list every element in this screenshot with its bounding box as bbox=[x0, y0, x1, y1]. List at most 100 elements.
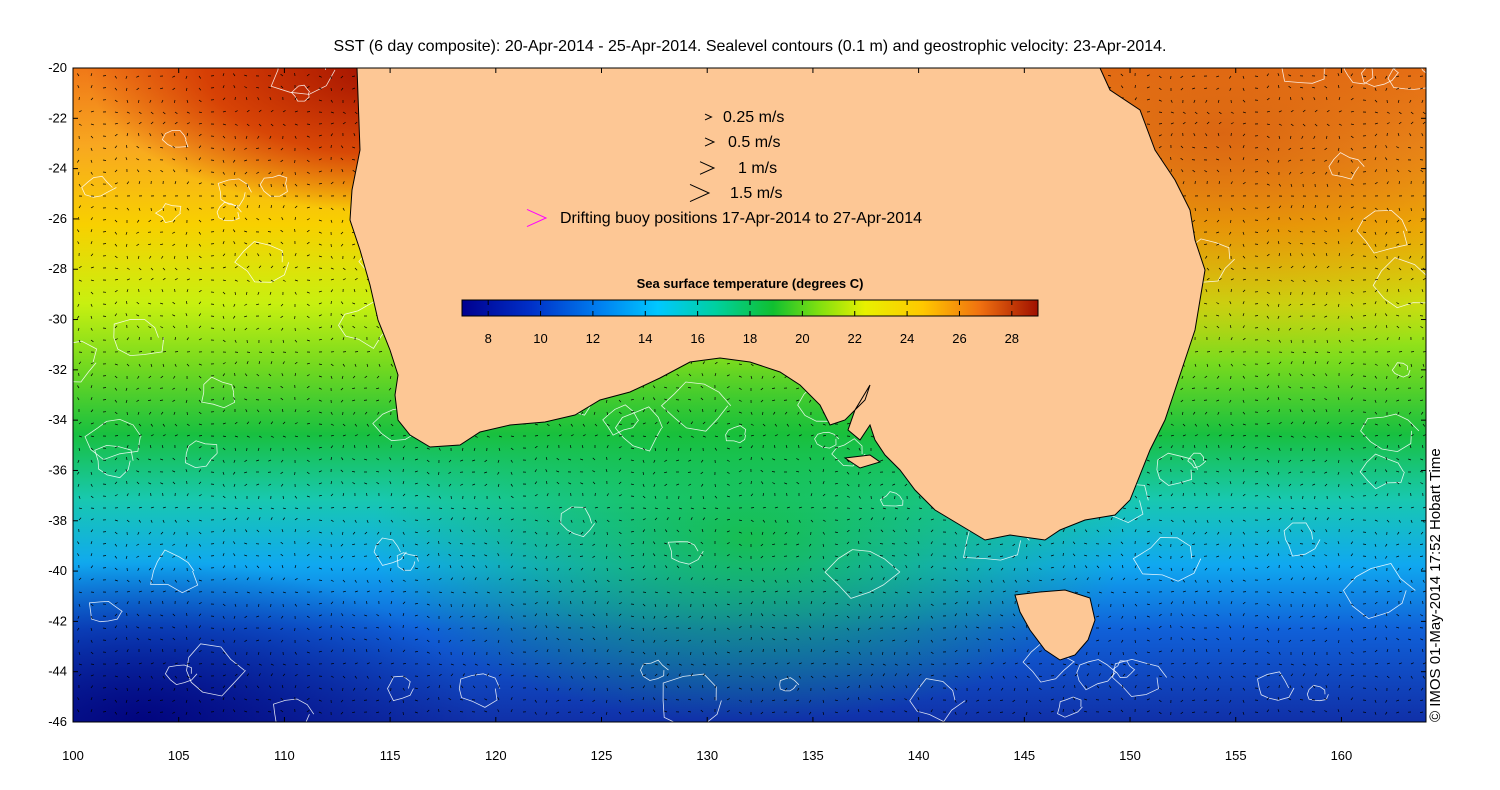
velocity-arrow bbox=[246, 577, 249, 581]
velocity-arrow bbox=[1408, 243, 1412, 245]
velocity-arrow bbox=[354, 121, 358, 125]
velocity-arrow bbox=[774, 579, 777, 583]
contour-line bbox=[1076, 659, 1117, 691]
velocity-arrow bbox=[1084, 529, 1088, 533]
velocity-arrow bbox=[484, 471, 488, 474]
velocity-arrow bbox=[162, 423, 165, 427]
velocity-arrow bbox=[138, 207, 141, 211]
velocity-arrow bbox=[1324, 327, 1328, 331]
velocity-arrow bbox=[256, 147, 260, 149]
velocity-arrow bbox=[1062, 565, 1065, 569]
velocity-arrow bbox=[582, 590, 586, 593]
velocity-arrow bbox=[690, 517, 693, 521]
velocity-arrow bbox=[1398, 181, 1401, 185]
velocity-arrow bbox=[90, 483, 93, 487]
velocity-arrow bbox=[256, 86, 260, 89]
velocity-arrow bbox=[1300, 86, 1304, 89]
velocity-arrow bbox=[1277, 385, 1280, 389]
velocity-arrow bbox=[1410, 207, 1412, 212]
velocity-arrow bbox=[281, 327, 284, 331]
velocity-arrow bbox=[1338, 291, 1341, 295]
velocity-arrow bbox=[90, 362, 94, 365]
velocity-arrow bbox=[1194, 423, 1198, 427]
contour-line bbox=[81, 175, 117, 198]
velocity-arrow bbox=[1170, 168, 1172, 173]
velocity-arrow bbox=[1312, 399, 1316, 401]
velocity-arrow bbox=[1385, 481, 1388, 485]
velocity-arrow bbox=[1266, 85, 1270, 89]
velocity-arrow bbox=[125, 387, 128, 391]
velocity-arrow bbox=[1350, 435, 1355, 437]
velocity-arrow bbox=[281, 171, 284, 175]
velocity-arrow bbox=[306, 206, 311, 209]
velocity-arrow bbox=[484, 459, 488, 463]
velocity-arrow bbox=[1374, 122, 1379, 125]
velocity-arrow bbox=[1204, 482, 1208, 485]
velocity-arrow bbox=[688, 542, 692, 545]
velocity-arrow bbox=[114, 207, 118, 210]
velocity-arrow bbox=[114, 375, 118, 379]
velocity-arrow bbox=[294, 422, 298, 425]
velocity-arrow bbox=[1350, 447, 1354, 450]
velocity-arrow bbox=[822, 493, 826, 497]
velocity-arrow bbox=[1217, 289, 1220, 293]
velocity-arrow bbox=[78, 279, 82, 282]
velocity-arrow bbox=[857, 471, 860, 476]
velocity-arrow bbox=[354, 434, 358, 437]
velocity-arrow bbox=[1277, 315, 1280, 319]
velocity-arrow bbox=[570, 590, 574, 593]
velocity-arrow bbox=[148, 243, 152, 246]
velocity-arrow bbox=[114, 555, 118, 559]
velocity-arrow bbox=[186, 457, 188, 461]
velocity-arrow bbox=[330, 99, 333, 103]
velocity-arrow bbox=[90, 397, 93, 401]
velocity-arrow bbox=[198, 243, 202, 247]
velocity-arrow bbox=[1302, 279, 1306, 283]
velocity-arrow bbox=[388, 543, 392, 547]
velocity-arrow bbox=[172, 481, 176, 485]
velocity-arrow bbox=[186, 278, 190, 281]
velocity-arrow bbox=[378, 423, 382, 427]
velocity-arrow bbox=[1266, 217, 1270, 221]
velocity-arrow bbox=[653, 459, 656, 463]
velocity-arrow bbox=[1386, 289, 1388, 293]
velocity-arrow bbox=[1170, 445, 1173, 449]
velocity-arrow bbox=[869, 565, 872, 569]
velocity-arrow bbox=[810, 434, 814, 437]
velocity-arrow bbox=[282, 577, 286, 581]
velocity-arrow bbox=[438, 471, 440, 475]
velocity-arrow bbox=[1134, 507, 1139, 509]
velocity-arrow bbox=[822, 519, 826, 522]
velocity-arrow bbox=[1350, 73, 1353, 77]
velocity-arrow bbox=[1396, 387, 1400, 390]
velocity-arrow bbox=[1398, 506, 1402, 509]
velocity-arrow bbox=[77, 147, 80, 151]
velocity-arrow bbox=[426, 578, 430, 581]
velocity-arrow bbox=[568, 458, 572, 461]
velocity-arrow bbox=[1314, 507, 1319, 510]
velocity-arrow bbox=[90, 159, 93, 163]
velocity-arrow bbox=[1217, 255, 1220, 259]
velocity-arrow bbox=[280, 241, 284, 245]
velocity-arrow bbox=[1146, 98, 1151, 101]
velocity-arrow bbox=[1301, 447, 1304, 451]
velocity-arrow bbox=[1350, 303, 1354, 307]
velocity-arrow bbox=[1350, 459, 1354, 463]
velocity-arrow bbox=[786, 434, 790, 437]
velocity-arrow bbox=[353, 133, 356, 137]
velocity-arrow bbox=[198, 290, 202, 293]
velocity-arrow bbox=[558, 423, 562, 427]
velocity-arrow bbox=[1396, 543, 1400, 546]
velocity-arrow bbox=[1350, 397, 1354, 401]
velocity-arrow bbox=[605, 399, 608, 403]
velocity-arrow bbox=[1242, 75, 1245, 79]
velocity-arrow bbox=[77, 459, 80, 463]
velocity-arrow bbox=[906, 577, 909, 581]
velocity-arrow bbox=[172, 457, 176, 461]
velocity-arrow bbox=[198, 387, 201, 391]
velocity-arrow bbox=[78, 205, 81, 209]
velocity-arrow bbox=[592, 543, 596, 546]
velocity-arrow bbox=[738, 423, 743, 425]
velocity-arrow bbox=[1230, 506, 1234, 509]
velocity-arrow bbox=[534, 531, 538, 535]
